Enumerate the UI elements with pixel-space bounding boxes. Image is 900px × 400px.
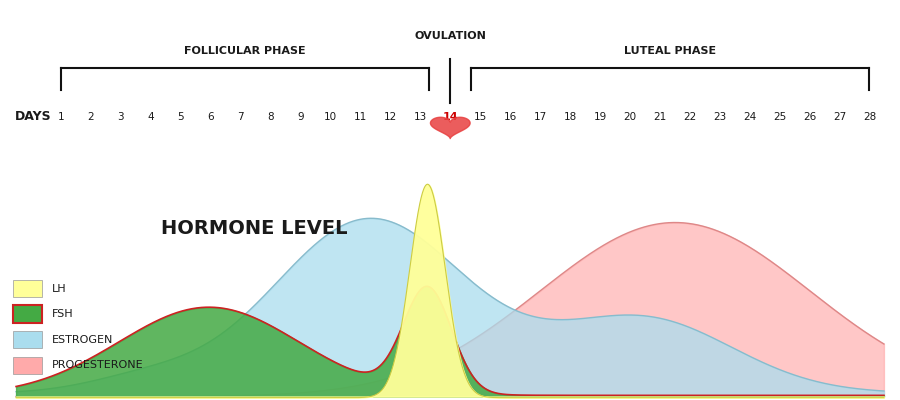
Text: DAYS: DAYS xyxy=(15,110,52,124)
Text: FSH: FSH xyxy=(51,309,73,319)
Text: 2: 2 xyxy=(87,112,94,122)
Text: 17: 17 xyxy=(534,112,546,122)
Text: 26: 26 xyxy=(803,112,816,122)
Text: FOLLICULAR PHASE: FOLLICULAR PHASE xyxy=(184,46,306,56)
Text: 27: 27 xyxy=(832,112,846,122)
Text: 22: 22 xyxy=(683,112,697,122)
Text: 4: 4 xyxy=(148,112,154,122)
Text: 12: 12 xyxy=(383,112,397,122)
Bar xyxy=(13,306,41,323)
Bar xyxy=(13,356,41,374)
Text: ESTROGEN: ESTROGEN xyxy=(51,335,112,345)
Text: 18: 18 xyxy=(563,112,577,122)
Text: 25: 25 xyxy=(773,112,787,122)
Text: 15: 15 xyxy=(473,112,487,122)
Text: 5: 5 xyxy=(177,112,184,122)
Text: HORMONE LEVEL: HORMONE LEVEL xyxy=(161,219,347,238)
Bar xyxy=(13,331,41,348)
Text: LUTEAL PHASE: LUTEAL PHASE xyxy=(625,46,716,56)
Text: 1: 1 xyxy=(58,112,64,122)
Text: 14: 14 xyxy=(443,112,458,122)
Text: PROGESTERONE: PROGESTERONE xyxy=(51,360,143,370)
Text: OVULATION: OVULATION xyxy=(414,31,486,41)
Bar xyxy=(13,280,41,297)
Text: 20: 20 xyxy=(624,112,636,122)
Text: 28: 28 xyxy=(863,112,876,122)
Text: 10: 10 xyxy=(324,112,338,122)
Text: 21: 21 xyxy=(653,112,667,122)
Text: 16: 16 xyxy=(503,112,517,122)
Text: 11: 11 xyxy=(354,112,367,122)
Text: 6: 6 xyxy=(207,112,214,122)
Text: 9: 9 xyxy=(297,112,304,122)
Text: 24: 24 xyxy=(743,112,756,122)
Text: 8: 8 xyxy=(267,112,274,122)
Text: 13: 13 xyxy=(414,112,427,122)
Text: 7: 7 xyxy=(238,112,244,122)
Text: 23: 23 xyxy=(713,112,726,122)
Text: 19: 19 xyxy=(593,112,607,122)
Polygon shape xyxy=(430,117,470,138)
Text: LH: LH xyxy=(51,284,66,294)
Text: 3: 3 xyxy=(118,112,124,122)
